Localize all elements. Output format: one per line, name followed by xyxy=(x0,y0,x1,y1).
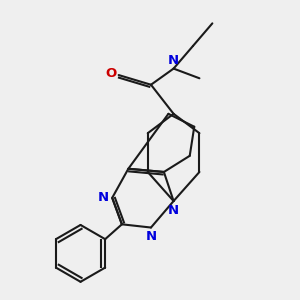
Text: N: N xyxy=(168,54,179,67)
Text: O: O xyxy=(105,67,116,80)
Text: N: N xyxy=(146,230,157,243)
Text: N: N xyxy=(98,191,109,204)
Text: N: N xyxy=(168,204,179,217)
